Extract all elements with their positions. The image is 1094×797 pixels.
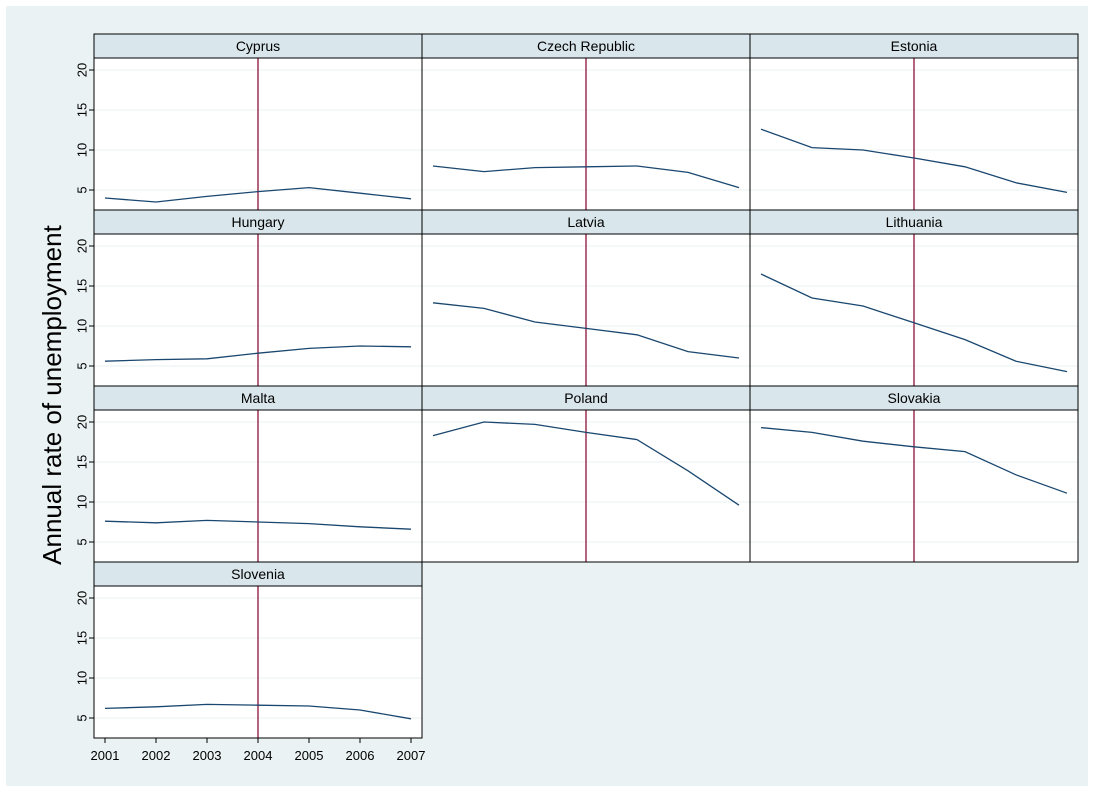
y-tick-label: 10 xyxy=(75,671,90,685)
panel-malta: Malta 5 10 15 20 xyxy=(75,385,423,563)
series-line xyxy=(760,426,1068,494)
panel-strip xyxy=(421,385,751,411)
panel-title: Estonia xyxy=(891,38,938,54)
series-line xyxy=(432,302,740,359)
series-line xyxy=(104,186,412,203)
y-tick-label: 20 xyxy=(75,591,90,605)
y-tick-label: 10 xyxy=(75,143,90,157)
series-line xyxy=(104,519,412,530)
y-tick-label: 5 xyxy=(75,714,90,721)
panel-strip xyxy=(421,209,751,235)
series-line xyxy=(104,703,412,720)
series-line xyxy=(760,128,1068,194)
y-tick-label: 20 xyxy=(75,415,90,429)
panel-title: Slovakia xyxy=(888,390,941,406)
panel-title: Latvia xyxy=(567,214,605,230)
panel-title: Cyprus xyxy=(236,38,280,54)
panel-strip xyxy=(749,33,1079,59)
panel-estonia: Estonia xyxy=(749,33,1079,211)
y-tick-label: 15 xyxy=(75,279,90,293)
panel-strip xyxy=(93,561,423,587)
panel-title: Malta xyxy=(241,390,275,406)
series-line xyxy=(432,165,740,189)
series-line xyxy=(104,345,412,362)
y-axis-label: Annual rate of unemployment xyxy=(37,224,67,564)
x-tick-label: 2002 xyxy=(142,748,171,763)
y-tick-label: 5 xyxy=(75,362,90,369)
y-tick-label: 10 xyxy=(75,319,90,333)
series-line xyxy=(432,421,740,506)
panel-title: Czech Republic xyxy=(537,38,635,54)
x-axis: 2001 2002 2003 2004 2005 2006 2007 xyxy=(91,738,426,763)
panel-slovakia: Slovakia xyxy=(749,385,1079,563)
panel-title: Hungary xyxy=(232,214,285,230)
x-tick-label: 2003 xyxy=(193,748,222,763)
panel-strip xyxy=(749,385,1079,411)
x-tick-label: 2001 xyxy=(91,748,120,763)
panel-strip xyxy=(93,209,423,235)
panel-strip xyxy=(749,209,1079,235)
y-tick-label: 5 xyxy=(75,538,90,545)
panel-strip xyxy=(421,33,751,59)
panel-title: Lithuania xyxy=(886,214,943,230)
panel-czech-republic: Czech Republic xyxy=(421,33,751,211)
y-tick-label: 20 xyxy=(75,239,90,253)
panel-hungary: Hungary 5 10 15 20 xyxy=(75,209,423,387)
y-tick-label: 15 xyxy=(75,455,90,469)
y-tick-label: 10 xyxy=(75,495,90,509)
y-tick-label: 15 xyxy=(75,103,90,117)
x-tick-label: 2004 xyxy=(244,748,273,763)
x-tick-label: 2007 xyxy=(397,748,426,763)
panel-cyprus: Cyprus 5 10 15 20 xyxy=(75,33,423,211)
panel-slovenia: Slovenia 5 10 15 20 xyxy=(75,561,423,739)
y-tick-label: 5 xyxy=(75,186,90,193)
panel-strip xyxy=(93,385,423,411)
x-tick-label: 2006 xyxy=(346,748,375,763)
y-tick-label: 20 xyxy=(75,63,90,77)
panel-poland: Poland xyxy=(421,385,751,563)
panel-latvia: Latvia xyxy=(421,209,751,387)
panel-strip xyxy=(93,33,423,59)
x-tick-label: 2005 xyxy=(295,748,324,763)
series-line xyxy=(760,273,1068,373)
panel-title: Slovenia xyxy=(231,566,285,582)
panel-title: Poland xyxy=(564,390,608,406)
panel-lithuania: Lithuania xyxy=(749,209,1079,387)
y-tick-label: 15 xyxy=(75,631,90,645)
